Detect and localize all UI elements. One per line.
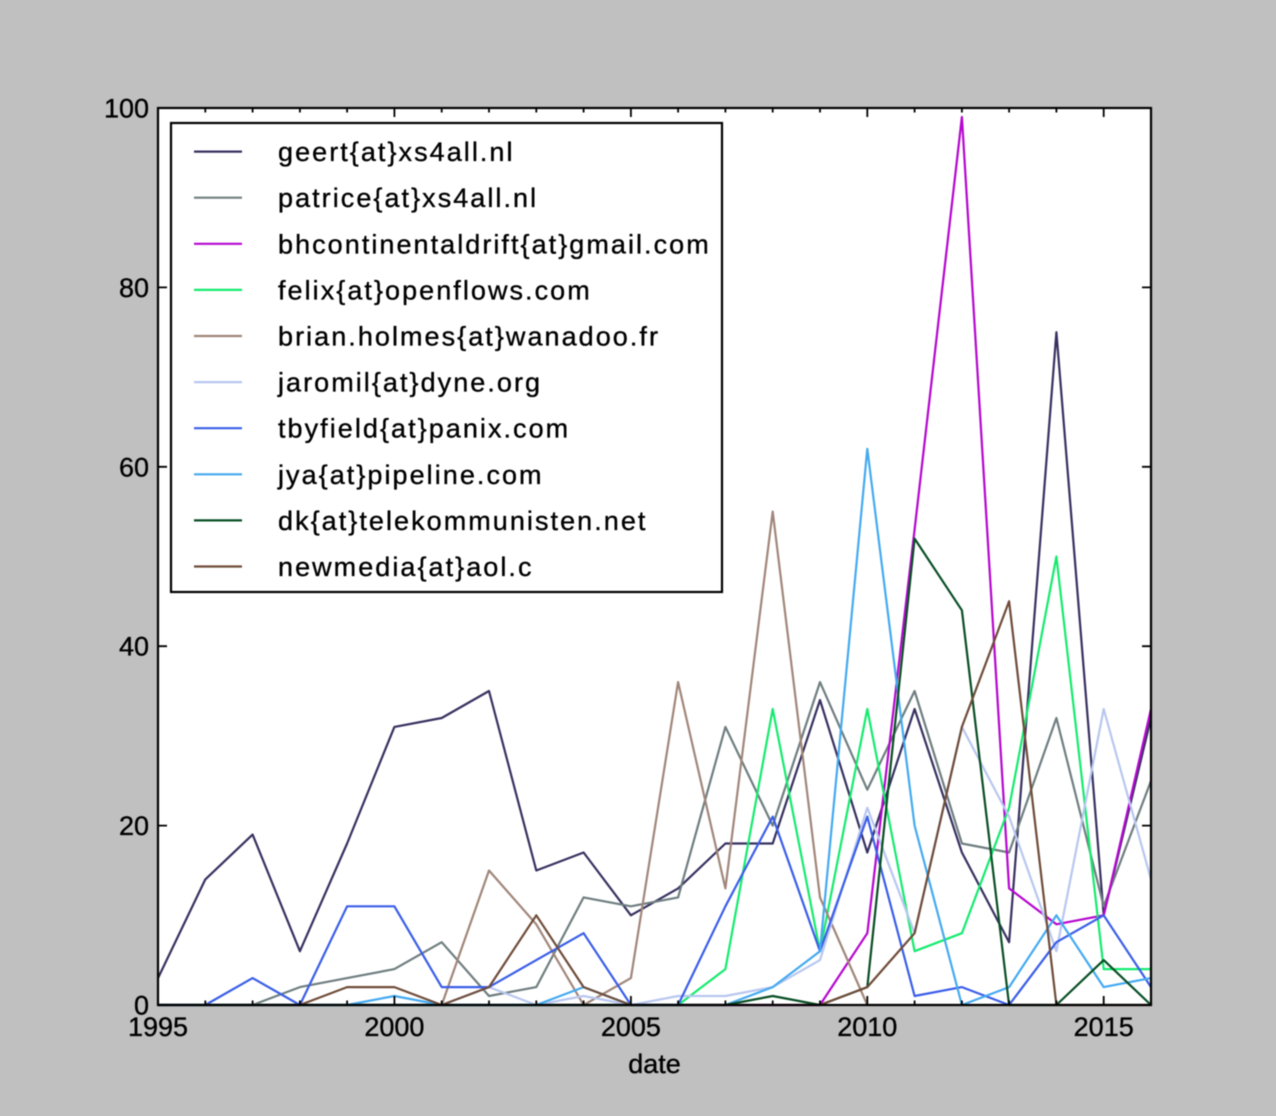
svg-text:date: date	[628, 1049, 681, 1079]
svg-text:tbyfield{at}panix.com: tbyfield{at}panix.com	[278, 414, 570, 444]
svg-text:dk{at}telekommunisten.net: dk{at}telekommunisten.net	[278, 506, 647, 536]
svg-text:1995: 1995	[128, 1012, 188, 1042]
svg-text:2010: 2010	[837, 1012, 897, 1042]
svg-text:2015: 2015	[1074, 1012, 1134, 1042]
svg-text:jaromil{at}dyne.org: jaromil{at}dyne.org	[277, 368, 542, 398]
svg-text:brian.holmes{at}wanadoo.fr: brian.holmes{at}wanadoo.fr	[278, 322, 660, 352]
svg-text:100: 100	[104, 94, 149, 124]
svg-text:jya{at}pipeline.com: jya{at}pipeline.com	[277, 460, 544, 490]
svg-text:geert{at}xs4all.nl: geert{at}xs4all.nl	[278, 137, 515, 167]
svg-text:20: 20	[119, 811, 149, 841]
svg-text:80: 80	[119, 273, 149, 303]
svg-text:newmedia{at}aol.c: newmedia{at}aol.c	[278, 552, 534, 582]
svg-text:0: 0	[134, 991, 149, 1021]
svg-text:40: 40	[119, 632, 149, 662]
svg-text:patrice{at}xs4all.nl: patrice{at}xs4all.nl	[278, 183, 538, 213]
svg-text:2005: 2005	[601, 1012, 661, 1042]
svg-text:2000: 2000	[364, 1012, 424, 1042]
svg-text:60: 60	[119, 452, 149, 482]
svg-text:bhcontinentaldrift{at}gmail.co: bhcontinentaldrift{at}gmail.com	[278, 229, 711, 259]
svg-text:felix{at}openflows.com: felix{at}openflows.com	[278, 275, 592, 305]
